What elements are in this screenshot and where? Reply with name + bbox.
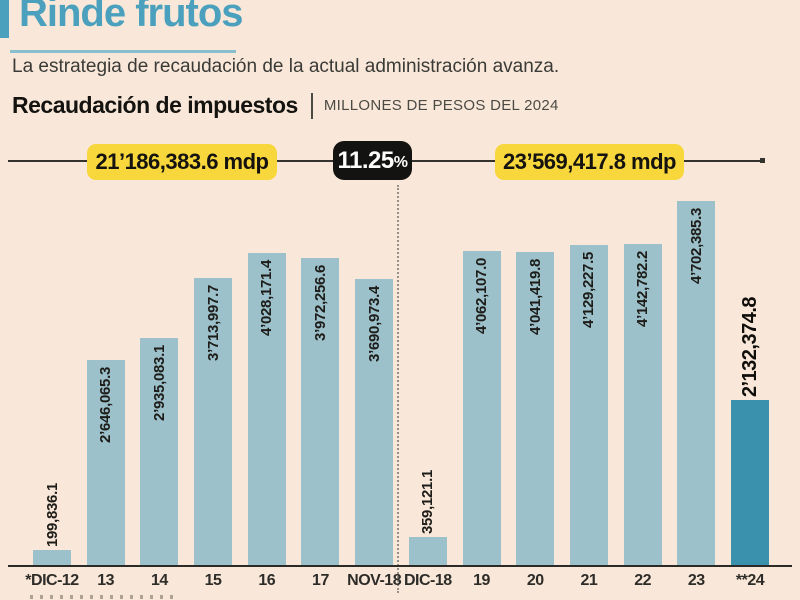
x-tick-**24: **24 bbox=[735, 572, 765, 589]
bar-value-label: 2’132,374.8 bbox=[739, 296, 761, 397]
bar-value-label: 199,836.1 bbox=[43, 482, 61, 547]
bar-15 bbox=[194, 277, 233, 565]
x-tick-17: 17 bbox=[312, 572, 329, 589]
title-accent-bar bbox=[0, 0, 9, 38]
bar-chart: 199,836.1 2’646,065.3 2’935,083.1 3’713,997… bbox=[0, 185, 800, 600]
bar-16 bbox=[247, 253, 286, 565]
x-axis-line bbox=[8, 565, 792, 567]
title-underline bbox=[10, 50, 236, 53]
bar-13 bbox=[86, 360, 125, 565]
footnote-clipped bbox=[30, 595, 178, 599]
bar-22 bbox=[623, 244, 662, 565]
chart-units-label: MILLONES DE PESOS DEL 2024 bbox=[323, 97, 559, 114]
bar-DIC-18 bbox=[408, 537, 447, 565]
connector-line-mid-left bbox=[277, 160, 333, 162]
subtitle: La estrategia de recaudación de la actua… bbox=[12, 56, 560, 77]
x-tick-19: 19 bbox=[473, 572, 490, 589]
bar-21 bbox=[569, 245, 608, 565]
x-tick-21: 21 bbox=[580, 572, 598, 589]
x-tick-*DIC-12: *DIC-12 bbox=[25, 572, 79, 589]
bar-20 bbox=[516, 252, 555, 565]
percent-change-badge: 11.25 % bbox=[333, 141, 412, 180]
percent-change-value: 11.25 bbox=[337, 146, 395, 174]
x-tick-13: 13 bbox=[97, 572, 115, 589]
page-title: Rinde frutos bbox=[19, 0, 244, 35]
bar-NOV-18 bbox=[355, 279, 394, 565]
bar-19 bbox=[462, 250, 501, 565]
total-badge-current-period: 23’569,417.8 mdp bbox=[495, 144, 684, 180]
x-tick-DIC-18: DIC-18 bbox=[404, 572, 452, 589]
bar-value-label: 359,121.1 bbox=[419, 470, 437, 535]
bar-17 bbox=[301, 257, 340, 565]
bar-14 bbox=[140, 337, 179, 565]
connector-line-right bbox=[684, 160, 762, 162]
connector-line-end-dot bbox=[760, 158, 765, 163]
period-divider-dotted-line bbox=[397, 185, 399, 593]
bar-23 bbox=[677, 201, 716, 565]
x-tick-23: 23 bbox=[687, 572, 705, 589]
section-divider bbox=[310, 92, 313, 119]
x-tick-15: 15 bbox=[204, 572, 222, 589]
x-tick-16: 16 bbox=[258, 572, 276, 589]
total-badge-previous-period: 21’186,383.6 mdp bbox=[87, 144, 277, 180]
bar-*DIC-12 bbox=[33, 549, 71, 565]
x-tick-14: 14 bbox=[150, 572, 168, 589]
x-tick-22: 22 bbox=[634, 572, 651, 589]
percent-sign: % bbox=[393, 153, 408, 171]
chart-title: Recaudación de impuestos bbox=[12, 92, 298, 118]
connector-line-mid-right bbox=[412, 160, 495, 162]
section-header: Recaudación de impuestos MILLONES DE PES… bbox=[12, 92, 559, 119]
connector-line-left bbox=[8, 160, 87, 162]
bar-**24 bbox=[731, 399, 769, 565]
x-tick-20: 20 bbox=[526, 572, 544, 589]
x-tick-NOV-18: NOV-18 bbox=[347, 572, 402, 589]
